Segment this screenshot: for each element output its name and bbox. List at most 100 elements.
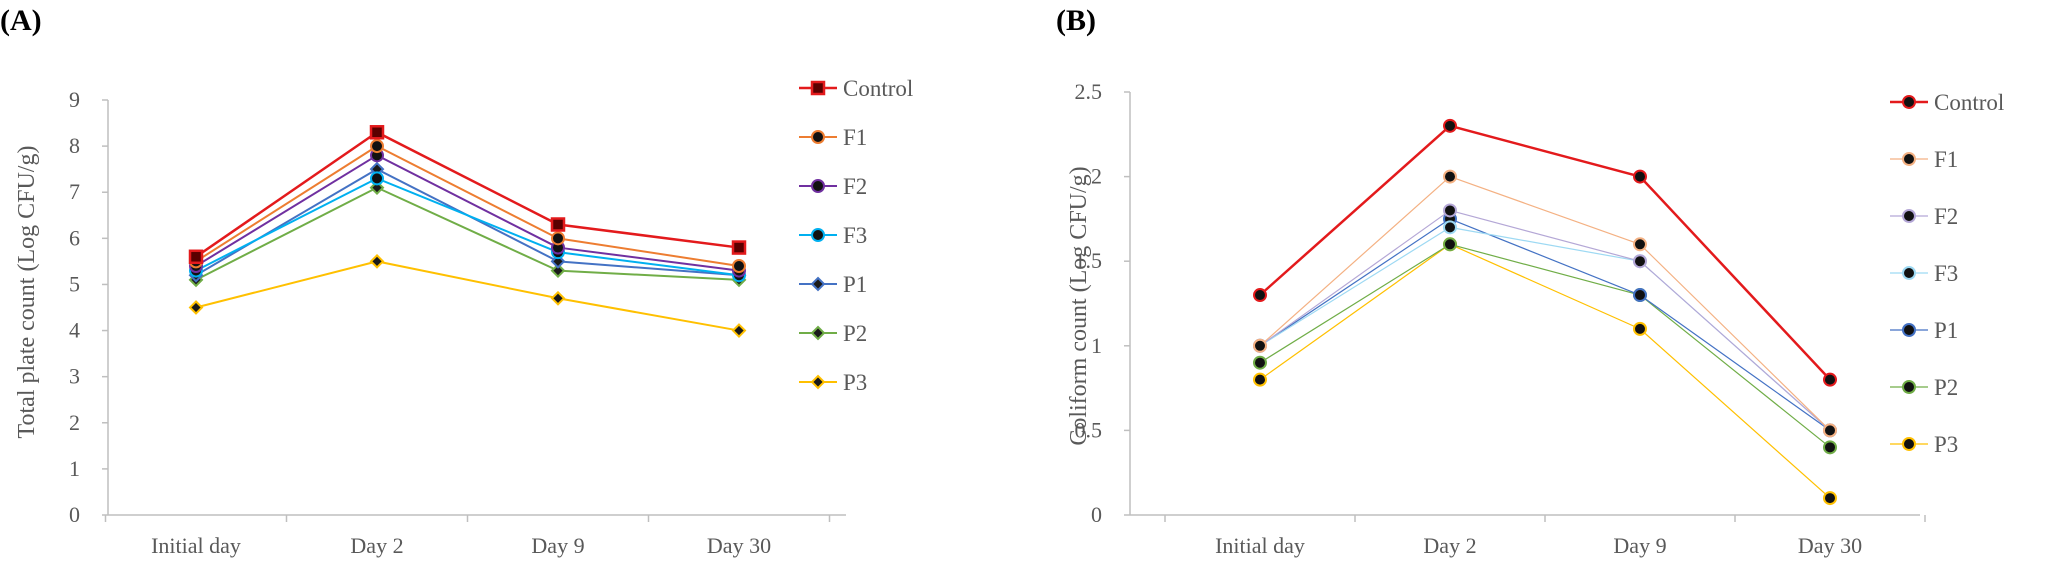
panel-b-axes — [1124, 91, 1926, 522]
series-line-p3 — [195, 260, 740, 332]
data-point-p3 — [1253, 372, 1267, 387]
y-tick-label: 2.5 — [1075, 79, 1103, 104]
data-point-p3 — [731, 323, 747, 338]
panel-b: (B) Coliform count (Log CFU/g) 0 0.5 1 1.5 2… — [1056, 4, 2004, 558]
legend-marker-p2 — [1902, 380, 1916, 394]
y-tick-label: 2 — [1091, 164, 1102, 189]
legend-marker-p1 — [1902, 323, 1916, 337]
data-point-f1 — [551, 231, 565, 246]
data-point-control — [1253, 288, 1267, 303]
legend-label-p1: P1 — [1934, 318, 1958, 343]
panel-b-tick-labels: 0 0.5 1 1.5 2 2.5 Initial day Day 2 Day 9 Day 30 — [1075, 79, 1863, 558]
data-point-p3 — [1823, 491, 1837, 506]
y-tick-label: 9 — [69, 87, 80, 112]
data-point-p2 — [1253, 355, 1267, 370]
series-f2 — [1253, 203, 1837, 438]
legend-label-control: Control — [1934, 90, 2004, 115]
y-tick-label: 4 — [69, 318, 80, 343]
panel-a-legend: Control F1 F2 F3 P1 P2 P3 — [799, 76, 913, 395]
data-point-f1 — [1253, 338, 1267, 353]
data-point-f2 — [1633, 254, 1647, 269]
data-point-p2 — [1443, 237, 1457, 252]
data-point-control — [731, 240, 747, 255]
legend-marker-f2 — [1902, 209, 1916, 223]
x-tick-label: Day 30 — [1798, 533, 1862, 558]
series-control — [188, 125, 747, 265]
legend-item-f2: F2 — [1890, 204, 1958, 229]
series-line-p3 — [1259, 243, 1831, 499]
data-point-p3 — [188, 300, 204, 315]
panel-a-axes — [102, 99, 846, 522]
legend-marker-f1 — [1902, 152, 1916, 166]
y-tick-label: 1 — [1091, 333, 1102, 358]
series-p1 — [188, 161, 747, 283]
data-point-p3 — [369, 253, 385, 269]
legend-label-f2: F2 — [843, 174, 867, 199]
legend-label-p3: P3 — [1934, 432, 1958, 457]
legend-item-p1: P1 — [1890, 318, 1958, 343]
y-tick-label: 7 — [69, 179, 80, 204]
y-tick-label: 3 — [69, 364, 80, 389]
panel-b-label: (B) — [1056, 4, 1096, 37]
legend-item-f1: F1 — [1890, 147, 1958, 172]
data-point-p2 — [369, 180, 385, 196]
legend-marker-f2 — [811, 179, 825, 193]
series-f1 — [1253, 169, 1837, 438]
panel-a-tick-labels: 0 1 2 3 4 5 6 7 8 9 Initial day Day 2 Day 9 Day 30 — [69, 87, 771, 558]
series-line-p1 — [1259, 218, 1831, 431]
legend-item-f2: F2 — [799, 174, 867, 199]
series-line-p2 — [1259, 243, 1831, 448]
data-point-control — [1633, 169, 1647, 184]
legend-label-f3: F3 — [1934, 261, 1958, 286]
series-p2 — [1253, 237, 1837, 455]
data-point-p2 — [550, 263, 566, 279]
series-line-f3 — [195, 177, 740, 277]
legend-marker-p3 — [810, 374, 826, 390]
data-point-p3 — [1633, 321, 1647, 336]
series-line-f2 — [195, 154, 740, 272]
data-point-f3 — [370, 171, 384, 186]
legend-item-p2: P2 — [1890, 375, 1958, 400]
legend-label-f2: F2 — [1934, 204, 1958, 229]
x-tick-label: Day 9 — [531, 533, 584, 558]
y-tick-label: 1.5 — [1075, 248, 1103, 273]
legend-item-p3: P3 — [799, 370, 867, 395]
panel-b-y-axis-title: Coliform count (Log CFU/g) — [1066, 166, 1092, 445]
legend-item-control: Control — [1890, 90, 2004, 115]
legend-label-f3: F3 — [843, 223, 867, 248]
y-tick-label: 0 — [69, 502, 80, 527]
legend-marker-control — [810, 80, 826, 96]
y-tick-label: 8 — [69, 133, 80, 158]
x-tick-label: Day 2 — [350, 533, 403, 558]
series-f3 — [189, 171, 746, 283]
legend-label-p1: P1 — [843, 272, 867, 297]
series-line-f1 — [1259, 176, 1831, 431]
data-point-p2 — [1823, 440, 1837, 455]
y-tick-label: 0.5 — [1075, 417, 1103, 442]
legend-item-control: Control — [799, 76, 913, 101]
series-line-f2 — [1259, 209, 1831, 431]
data-point-control — [369, 125, 385, 140]
legend-marker-f3 — [1902, 266, 1916, 280]
x-tick-label: Day 9 — [1613, 533, 1666, 558]
panel-a-y-axis-title: Total plate count (Log CFU/g) — [14, 146, 40, 439]
data-point-f1 — [1443, 169, 1457, 184]
legend-item-p1: P1 — [799, 272, 867, 297]
legend-label-p3: P3 — [843, 370, 867, 395]
legend-marker-p3 — [1902, 437, 1916, 451]
legend-item-p3: P3 — [1890, 432, 1958, 457]
x-tick-label: Day 30 — [707, 533, 771, 558]
data-point-f1 — [732, 259, 746, 273]
data-point-control — [550, 217, 566, 232]
legend-item-f1: F1 — [799, 125, 867, 150]
legend-item-p2: P2 — [799, 321, 867, 346]
panel-b-legend: Control F1 F2 F3 P1 P2 P3 — [1890, 90, 2004, 457]
data-point-p3 — [550, 290, 566, 306]
data-point-control — [188, 249, 204, 265]
x-tick-label: Day 2 — [1423, 533, 1476, 558]
legend-label-control: Control — [843, 76, 913, 101]
legend-label-p2: P2 — [1934, 375, 1958, 400]
y-tick-label: 0 — [1091, 502, 1102, 527]
x-tick-label: Initial day — [1215, 533, 1305, 558]
